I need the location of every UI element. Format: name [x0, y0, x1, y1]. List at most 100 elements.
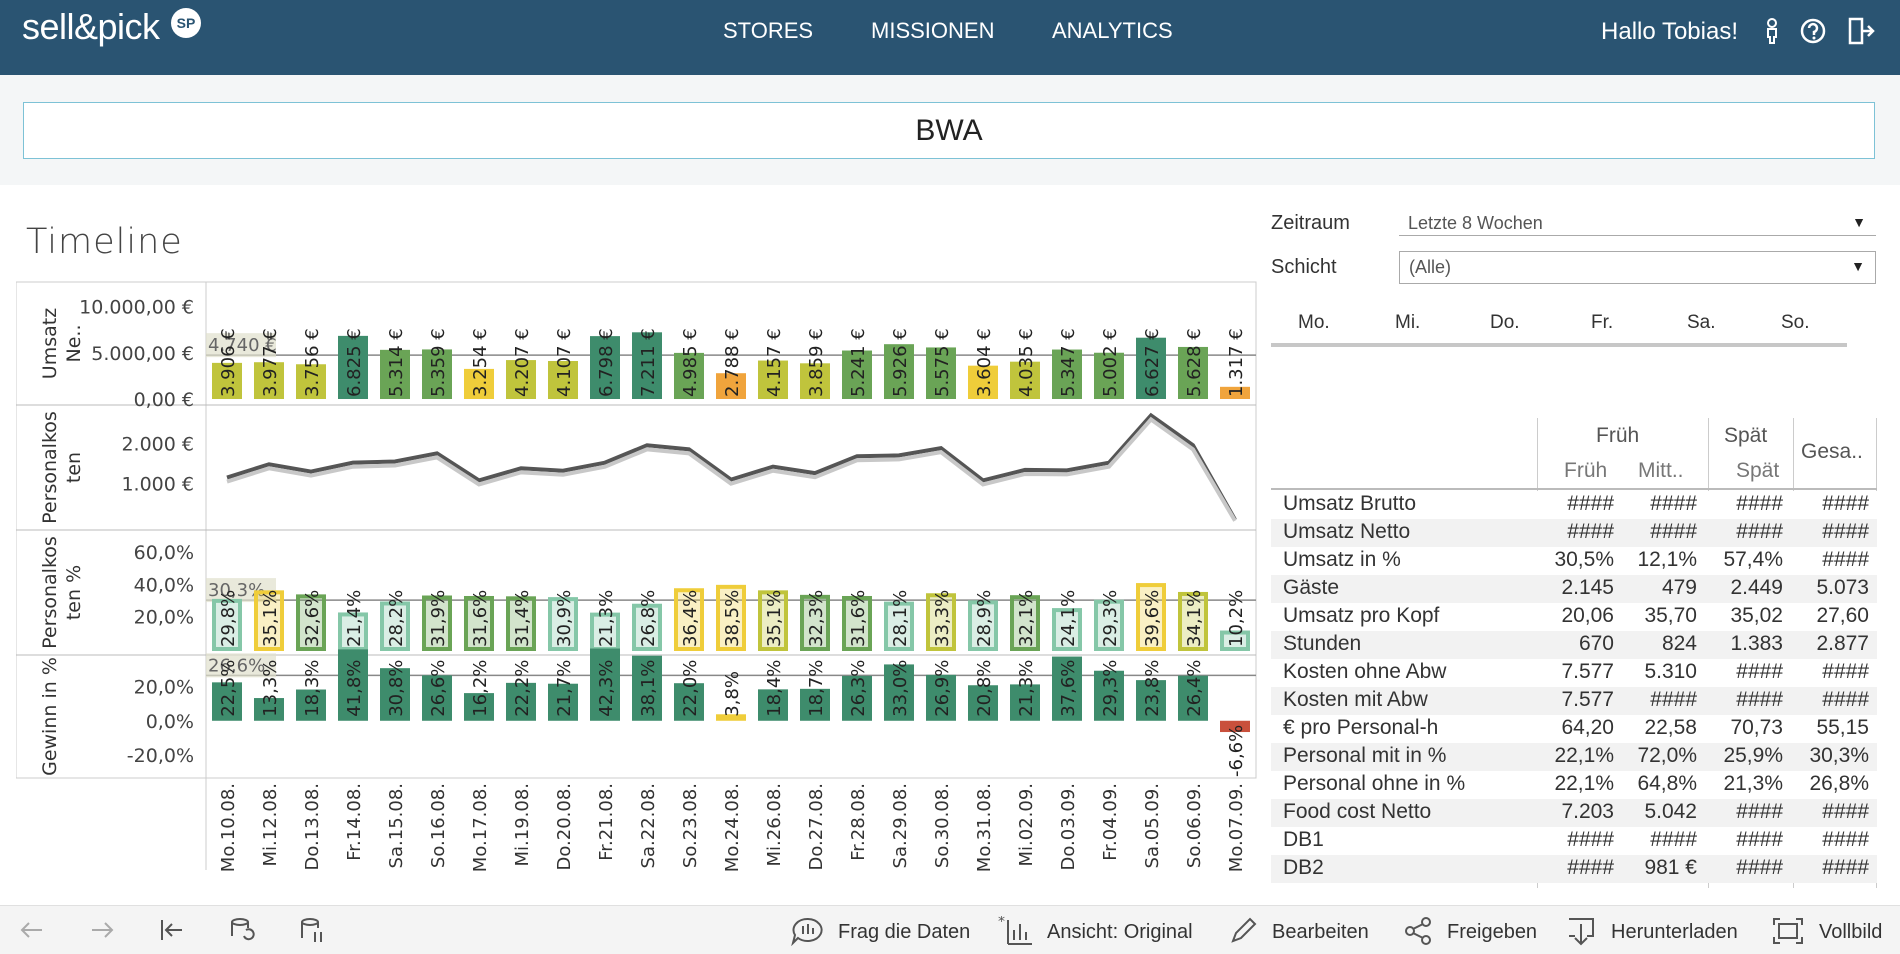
bar[interactable] — [1136, 680, 1166, 721]
bar[interactable] — [1136, 337, 1166, 399]
table-row[interactable]: DB2 #### 981 € #### #### — [1271, 855, 1877, 883]
bar[interactable] — [1052, 608, 1082, 651]
bar[interactable] — [884, 344, 914, 399]
fullscreen-button[interactable]: Vollbild — [1819, 921, 1883, 943]
view-icon[interactable]: * — [998, 916, 1034, 946]
table-row[interactable]: Gäste 2.145 479 2.449 5.073 — [1271, 575, 1877, 603]
bar[interactable] — [674, 352, 704, 399]
table-row[interactable]: Food cost Netto 7.203 5.042 #### #### — [1271, 799, 1877, 827]
bar[interactable] — [338, 612, 368, 651]
bar[interactable] — [296, 689, 326, 721]
bar[interactable] — [422, 675, 452, 721]
bar[interactable] — [842, 595, 872, 652]
bar[interactable] — [380, 601, 410, 651]
logout-icon[interactable] — [1846, 16, 1876, 46]
share-button[interactable]: Freigeben — [1447, 921, 1538, 943]
bar[interactable] — [758, 590, 788, 651]
bar[interactable] — [296, 364, 326, 399]
bar[interactable] — [212, 682, 242, 721]
bar[interactable] — [758, 360, 788, 399]
help-icon[interactable] — [1798, 16, 1828, 46]
bar[interactable] — [1220, 386, 1250, 399]
nav-analytics[interactable]: ANALYTICS — [1052, 18, 1173, 43]
table-row[interactable]: Kosten mit Abw 7.577 #### #### #### — [1271, 687, 1877, 715]
bar[interactable] — [422, 595, 452, 651]
bar[interactable] — [884, 601, 914, 652]
bar[interactable] — [590, 336, 620, 399]
bar[interactable] — [800, 363, 830, 399]
weekday-scrollbar[interactable] — [1271, 343, 1847, 347]
undo-icon[interactable] — [18, 916, 46, 944]
bar[interactable] — [1052, 656, 1082, 721]
bar[interactable] — [1094, 352, 1124, 399]
redo-icon[interactable] — [88, 916, 116, 944]
bar[interactable] — [758, 689, 788, 721]
bar[interactable] — [254, 362, 284, 399]
day-so[interactable]: So. — [1781, 312, 1810, 333]
table-row[interactable]: Kosten ohne Abw 7.577 5.310 #### #### — [1271, 659, 1877, 687]
bar[interactable] — [842, 350, 872, 399]
bar[interactable] — [716, 584, 746, 652]
bar[interactable] — [590, 648, 620, 721]
bar[interactable] — [1178, 346, 1208, 399]
bar[interactable] — [716, 373, 746, 399]
bar[interactable] — [884, 664, 914, 721]
download-icon[interactable] — [1565, 916, 1597, 946]
bar[interactable] — [674, 683, 704, 721]
bar[interactable] — [464, 368, 494, 399]
zeitraum-select[interactable]: Letzte 8 Wochen ▼ — [1399, 208, 1876, 236]
bar[interactable] — [1094, 670, 1124, 721]
edit-button[interactable]: Bearbeiten — [1272, 921, 1369, 943]
bar[interactable] — [422, 349, 452, 399]
bar[interactable] — [968, 365, 998, 399]
bar[interactable] — [464, 595, 494, 652]
fullscreen-icon[interactable] — [1771, 916, 1805, 946]
ask-data-icon[interactable] — [790, 916, 826, 946]
share-icon[interactable] — [1403, 916, 1433, 946]
bar[interactable] — [506, 596, 536, 652]
table-row[interactable]: Personal mit in % 22,1% 72,0% 25,9% 30,3% — [1271, 743, 1877, 771]
bar[interactable] — [506, 360, 536, 399]
download-button[interactable]: Herunterladen — [1611, 921, 1738, 943]
edit-icon[interactable] — [1228, 916, 1258, 946]
bar[interactable] — [800, 688, 830, 721]
bar[interactable] — [380, 349, 410, 399]
bar[interactable] — [968, 600, 998, 651]
bar[interactable] — [1010, 595, 1040, 651]
bar[interactable] — [1178, 675, 1208, 721]
bar[interactable] — [338, 649, 368, 721]
table-row[interactable]: Personal ohne in % 22,1% 64,8% 21,3% 26,8% — [1271, 771, 1877, 799]
bar[interactable] — [1094, 599, 1124, 651]
bar[interactable] — [1178, 591, 1208, 651]
bar[interactable] — [212, 362, 242, 399]
table-row[interactable]: Umsatz Netto #### #### #### #### — [1271, 519, 1877, 547]
bar[interactable] — [254, 590, 284, 651]
bar[interactable] — [842, 675, 872, 721]
bar[interactable] — [464, 693, 494, 721]
nav-stores[interactable]: STORES — [723, 18, 814, 43]
bar[interactable] — [212, 598, 242, 651]
refresh-data-icon[interactable] — [228, 916, 256, 944]
bar[interactable] — [800, 594, 830, 652]
table-row[interactable]: € pro Personal-h 64,20 22,58 70,73 55,15 — [1271, 715, 1877, 743]
bar[interactable] — [716, 714, 746, 721]
bar[interactable] — [548, 361, 578, 399]
table-row[interactable]: Umsatz pro Kopf 20,06 35,70 35,02 27,60 — [1271, 603, 1877, 631]
view-button[interactable]: Ansicht: Original — [1047, 921, 1193, 943]
bar[interactable] — [1220, 630, 1250, 651]
bar[interactable] — [674, 588, 704, 651]
app-logo[interactable]: sell&pick — [22, 6, 160, 47]
table-row[interactable]: Umsatz in % 30,5% 12,1% 57,4% #### — [1271, 547, 1877, 575]
bar[interactable] — [506, 682, 536, 721]
day-fr[interactable]: Fr. — [1591, 312, 1614, 333]
table-row[interactable]: DB1 #### #### #### #### — [1271, 827, 1877, 855]
bar[interactable] — [926, 674, 956, 721]
bar[interactable] — [1052, 349, 1082, 399]
bar[interactable] — [632, 655, 662, 721]
user-profile-icon[interactable] — [1757, 16, 1787, 46]
bar[interactable] — [548, 683, 578, 721]
revert-icon[interactable] — [158, 916, 186, 944]
bar[interactable] — [254, 698, 284, 721]
ask-data-button[interactable]: Frag die Daten — [838, 921, 971, 943]
bar[interactable] — [338, 335, 368, 399]
